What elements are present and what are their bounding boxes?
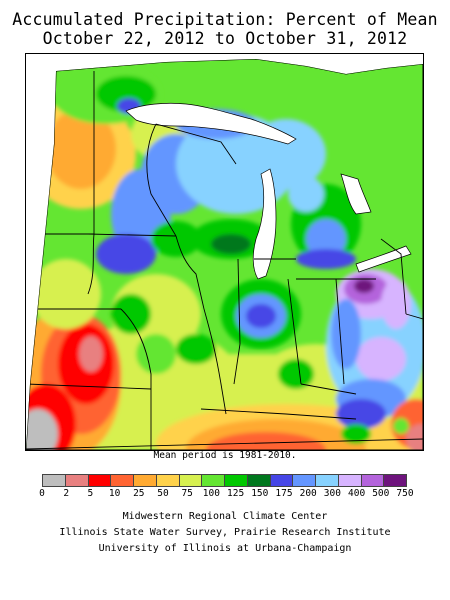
legend-label: 25 [133,488,145,499]
legend-label: 150 [251,488,269,499]
legend-swatch [65,475,89,486]
state-boundaries [26,71,423,450]
legend-swatch [293,475,316,486]
legend-label: 750 [396,488,414,499]
legend-swatch [384,475,406,486]
legend-label: 125 [227,488,245,499]
legend-swatch [247,475,271,486]
credit-line1: Midwestern Regional Climate Center [122,511,328,522]
mean-period-note: Mean period is 1981-2010. [153,450,297,461]
legend-swatch [316,475,339,486]
map-title-line2: October 22, 2012 to October 31, 2012 [42,29,408,48]
legend-label: 10 [108,488,121,499]
legend-swatch [156,475,180,486]
legend-label: 5 [87,488,94,499]
map-title-line1: Accumulated Precipitation: Percent of Me… [12,10,438,29]
legend-label: 2 [63,488,70,499]
legend-label: 75 [181,488,193,499]
legend-swatch [43,475,66,486]
legend-label: 200 [299,488,317,499]
legend-label: 100 [202,488,220,499]
credit-line2: Illinois State Water Survey, Prairie Res… [59,527,391,538]
legend-swatch [111,475,134,486]
legend-swatch [361,475,385,486]
legend-label: 50 [157,488,169,499]
legend-labels: 0 2 5 10 25 50 75 100 125 150 175 200 300 400 500 750 [0,488,450,500]
legend-swatch [134,475,157,486]
legend-swatch [88,475,112,486]
precipitation-map [25,53,424,451]
legend-label: 300 [323,488,341,499]
legend-swatch [179,475,203,486]
legend-label: 175 [275,488,293,499]
legend-swatch [338,475,362,486]
color-legend [42,474,407,487]
great-lakes [125,102,412,280]
legend-swatch [270,475,294,486]
legend-swatch [225,475,248,486]
credit-line3: University of Illinois at Urbana-Champai… [98,543,352,554]
legend-label: 400 [348,488,366,499]
legend-label: 0 [39,488,45,499]
precip-fields [26,64,423,450]
legend-label: 500 [372,488,390,499]
legend-swatch [202,475,225,486]
